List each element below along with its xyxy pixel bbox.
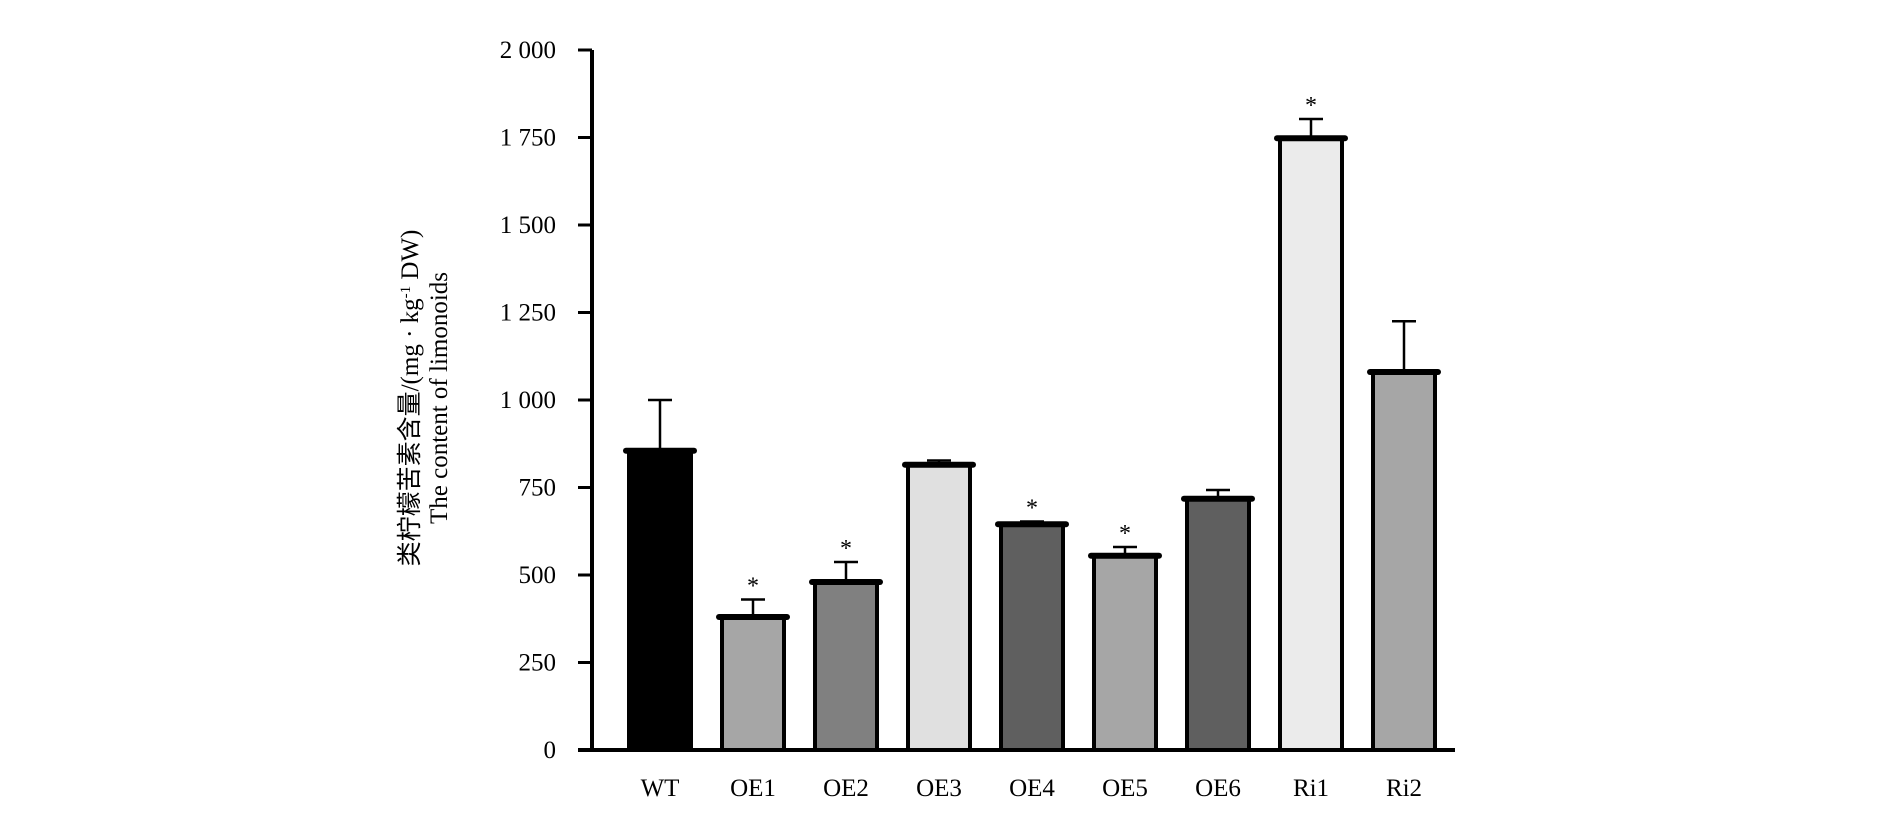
x-tick-label: OE2 (823, 775, 869, 802)
significance-marker: * (747, 574, 759, 600)
y-tick-label: 250 (519, 650, 557, 677)
bar-oe1 (720, 615, 786, 752)
y-tick-label: 2 000 (500, 37, 556, 64)
y-axis-title-chinese-main: 类柠檬苦素含量/(mg · kg (396, 298, 424, 567)
y-tick-label: 1 000 (500, 387, 556, 414)
y-tick-label: 0 (544, 737, 557, 764)
bars: * * * * * (623, 93, 1441, 753)
x-axis: WT OE1 OE2 OE3 OE4 OE5 OE6 Ri1 Ri2 (578, 748, 1455, 802)
bar-oe6 (1185, 496, 1251, 753)
bar-ri1 (1278, 136, 1344, 752)
significance-marker: * (1026, 495, 1038, 521)
bar-ri2 (1371, 370, 1437, 752)
x-tick-label: OE5 (1102, 775, 1148, 802)
x-tick-label: Ri1 (1293, 775, 1329, 802)
y-axis-title-unit-suffix: DW) (397, 230, 424, 286)
y-axis: 0 250 500 750 1 000 1 250 1 500 1 750 2 000 (500, 37, 594, 764)
y-tick-label: 1 250 (500, 300, 556, 327)
y-axis-title-english: The content of limonoids (426, 272, 453, 524)
x-tick-label: Ri2 (1386, 775, 1422, 802)
y-tick-label: 1 750 (500, 125, 556, 152)
significance-marker: * (1119, 521, 1131, 547)
y-axis-title-superscript: -1 (398, 286, 414, 299)
x-tick-label: OE6 (1195, 775, 1241, 802)
significance-marker: * (1305, 93, 1317, 119)
x-tick-label: OE4 (1009, 775, 1055, 802)
x-tick-label: OE1 (730, 775, 776, 802)
bar-oe3 (906, 462, 972, 752)
y-tick-label: 500 (519, 562, 557, 589)
y-tick-label: 1 500 (500, 212, 556, 239)
bar-oe2 (813, 580, 879, 752)
bar-oe4 (999, 522, 1065, 752)
bar-wt (627, 448, 693, 752)
x-tick-label: WT (641, 775, 680, 802)
significance-marker: * (840, 536, 852, 562)
y-tick-label: 750 (519, 475, 557, 502)
x-tick-label: OE3 (916, 775, 962, 802)
y-axis-title-chinese: 类柠檬苦素含量/(mg · kg-1 DW) (396, 230, 424, 567)
bar-oe5 (1092, 553, 1158, 752)
